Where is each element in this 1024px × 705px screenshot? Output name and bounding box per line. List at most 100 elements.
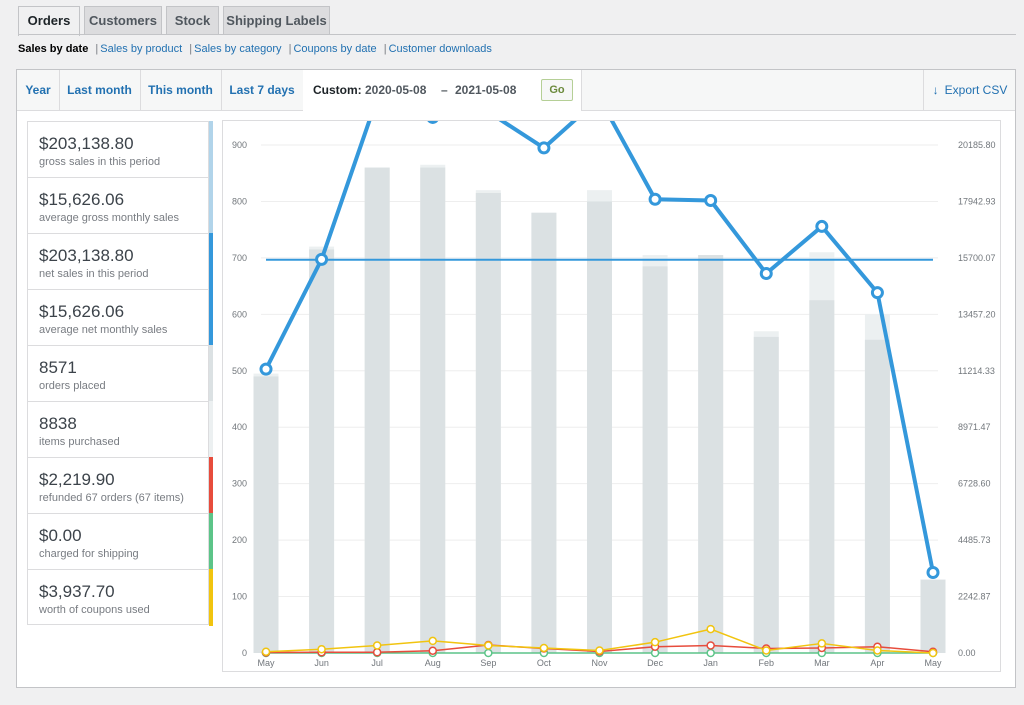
range-last-7-days[interactable]: Last 7 days [221, 70, 304, 110]
stat-label: orders placed [39, 380, 106, 392]
point-coupons [873, 646, 882, 655]
x-tick-label: Mar [814, 658, 830, 668]
stat-gross-sales[interactable]: $203,138.80 gross sales in this period [27, 121, 213, 178]
y-left-tick-label: 800 [232, 196, 247, 206]
point-net-sales [427, 121, 439, 124]
bar-orders-placed [475, 192, 501, 653]
x-tick-label: May [257, 658, 275, 668]
bar-orders-placed [864, 339, 890, 653]
point-coupons [706, 624, 715, 634]
point-shipping [484, 648, 493, 658]
stat-amount: $15,626.06 [39, 190, 125, 209]
stat-net-sales[interactable]: $203,138.80 net sales in this period [27, 233, 213, 290]
stat-average-gross[interactable]: $15,626.06 average gross monthly sales [27, 177, 213, 234]
chart-legend: $203,138.80 gross sales in this period $… [27, 121, 213, 626]
x-tick-label: Dec [647, 658, 664, 668]
stat-amount: $0.00 [39, 526, 82, 545]
end-date-input[interactable]: 2021-05-08 [455, 83, 517, 97]
y-left-tick-label: 700 [232, 253, 247, 263]
y-left-tick-label: 600 [232, 309, 247, 319]
range-last-month[interactable]: Last month [59, 70, 141, 110]
subnav-coupons-by-date[interactable]: Coupons by date [293, 43, 377, 55]
point-net-sales [870, 286, 884, 300]
go-button[interactable]: Go [541, 79, 573, 101]
point-coupons [595, 646, 604, 655]
point-refunds [428, 646, 437, 655]
stat-label: gross sales in this period [39, 156, 161, 168]
bar-orders-placed [420, 167, 446, 654]
y-right-tick-label: 4485.73 [958, 535, 991, 545]
tab-stock[interactable]: Stock [166, 6, 219, 34]
date-range-bar: Year Last month This month Last 7 days C… [17, 70, 1015, 111]
bar-orders-placed [587, 201, 612, 653]
y-right-tick-label: 20185.80 [958, 140, 996, 150]
tab-customers[interactable]: Customers [84, 6, 162, 34]
y-left-tick-label: 300 [232, 479, 247, 489]
custom-range: Custom: 2020-05-08 – 2021-05-08 Go [303, 70, 582, 111]
x-tick-label: Jan [703, 658, 718, 668]
stat-amount: $2,219.90 [39, 470, 115, 489]
y-left-tick-label: 100 [232, 592, 247, 602]
point-refunds [706, 641, 715, 650]
stat-color-bar [209, 569, 213, 626]
subnav-customer-downloads[interactable]: Customer downloads [388, 43, 492, 55]
stat-label: average net monthly sales [39, 324, 168, 336]
stat-label: average gross monthly sales [39, 212, 180, 224]
y-left-tick-label: 900 [232, 140, 247, 150]
point-net-sales [537, 141, 551, 155]
bar-orders-placed [698, 255, 724, 654]
start-date-input[interactable]: 2020-05-08 [365, 83, 427, 97]
stat-label: items purchased [39, 436, 120, 448]
bar-orders-placed [253, 376, 279, 653]
range-year[interactable]: Year [17, 70, 60, 110]
bar-orders-placed [753, 336, 779, 653]
stat-shipping[interactable]: $0.00 charged for shipping [27, 513, 213, 570]
subnav-sales-by-product[interactable]: Sales by product [100, 43, 183, 55]
stat-label: charged for shipping [39, 548, 139, 560]
stat-refunds[interactable]: $2,219.90 refunded 67 orders (67 items) [27, 457, 213, 514]
x-tick-label: Jun [314, 658, 329, 668]
point-coupons [817, 639, 827, 648]
stat-average-net[interactable]: $15,626.06 average net monthly sales [27, 289, 213, 346]
tab-shipping-labels[interactable]: Shipping Labels [223, 6, 330, 34]
stat-color-bar [209, 345, 213, 402]
bar-orders-placed [364, 167, 390, 654]
tab-orders[interactable]: Orders [18, 6, 80, 36]
export-csv-button[interactable]: ↓ Export CSV [923, 70, 1016, 110]
point-net-sales [704, 194, 718, 208]
bar-orders-placed [920, 579, 946, 653]
x-tick-label: May [924, 658, 942, 668]
download-arrow-icon: ↓ [932, 83, 939, 97]
y-right-tick-label: 6728.60 [958, 479, 991, 489]
report-subnav: Sales by date | Sales by product | Sales b… [18, 43, 492, 55]
stat-label: refunded 67 orders (67 items) [39, 492, 184, 504]
point-net-sales [648, 192, 662, 206]
point-coupons [428, 636, 437, 646]
point-net-sales [926, 565, 940, 579]
x-tick-label: Aug [425, 658, 441, 668]
x-tick-label: Oct [537, 658, 552, 668]
y-right-tick-label: 13457.20 [958, 309, 996, 319]
x-tick-label: Apr [870, 658, 884, 668]
point-coupons [261, 647, 271, 656]
stat-label: net sales in this period [39, 268, 149, 280]
stat-color-bar [209, 457, 213, 514]
chart-canvas: 0 100 200 300 400 500 600 700 800 900 0.00 2242.87 4… [232, 121, 996, 668]
y-right-tick-label: 0.00 [958, 648, 976, 658]
y-right-tick-label: 2242.87 [958, 592, 991, 602]
y-right-tick-label: 8971.47 [958, 422, 991, 432]
range-this-month[interactable]: This month [140, 70, 222, 110]
stat-orders-placed[interactable]: 8571 orders placed [27, 345, 213, 402]
y-right-tick-label: 17942.93 [958, 196, 996, 206]
stat-color-bar [209, 401, 213, 458]
stat-color-bar [209, 513, 213, 570]
stat-items-purchased[interactable]: 8838 items purchased [27, 401, 213, 458]
bar-orders-placed [531, 212, 557, 653]
subnav-sales-by-category[interactable]: Sales by category [194, 43, 282, 55]
stat-color-bar [209, 121, 213, 178]
stat-color-bar [209, 233, 213, 290]
report-panel: Year Last month This month Last 7 days C… [16, 69, 1016, 688]
point-net-sales [759, 266, 773, 280]
export-csv-label: Export CSV [944, 83, 1008, 97]
stat-coupons[interactable]: $3,937.70 worth of coupons used [27, 569, 213, 626]
